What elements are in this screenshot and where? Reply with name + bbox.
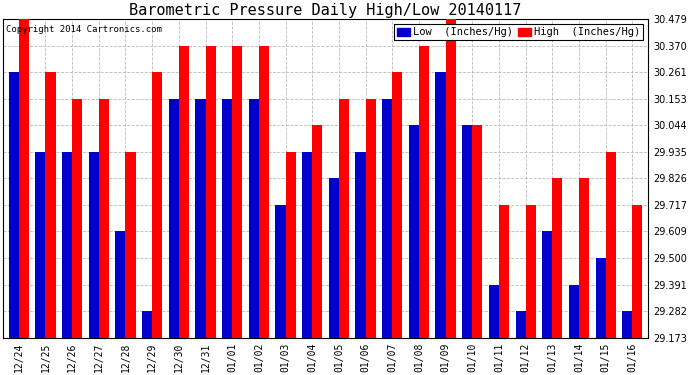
Title: Barometric Pressure Daily High/Low 20140117: Barometric Pressure Daily High/Low 20140… — [130, 3, 522, 18]
Bar — [179, 46, 189, 338]
Bar — [275, 205, 286, 338]
Bar — [169, 99, 179, 338]
Bar — [142, 311, 152, 338]
Bar — [552, 178, 562, 338]
Bar — [195, 99, 206, 338]
Bar — [408, 125, 419, 338]
Bar — [339, 99, 349, 338]
Bar — [606, 152, 615, 338]
Bar — [35, 152, 46, 338]
Bar — [435, 72, 446, 338]
Bar — [126, 152, 136, 338]
Bar — [286, 152, 296, 338]
Bar — [569, 285, 579, 338]
Bar — [302, 152, 313, 338]
Bar — [462, 125, 472, 338]
Bar — [446, 19, 456, 338]
Bar — [622, 311, 632, 338]
Bar — [355, 152, 366, 338]
Bar — [419, 46, 429, 338]
Bar — [9, 72, 19, 338]
Text: Copyright 2014 Cartronics.com: Copyright 2014 Cartronics.com — [6, 26, 162, 34]
Bar — [499, 205, 509, 338]
Bar — [472, 125, 482, 338]
Bar — [233, 46, 242, 338]
Bar — [392, 72, 402, 338]
Bar — [222, 99, 233, 338]
Bar — [259, 46, 269, 338]
Bar — [542, 231, 552, 338]
Bar — [632, 205, 642, 338]
Bar — [152, 72, 162, 338]
Bar — [382, 99, 392, 338]
Bar — [489, 285, 499, 338]
Bar — [72, 99, 82, 338]
Bar — [579, 178, 589, 338]
Bar — [526, 205, 535, 338]
Bar — [115, 231, 126, 338]
Bar — [248, 99, 259, 338]
Bar — [62, 152, 72, 338]
Bar — [366, 99, 376, 338]
Bar — [328, 178, 339, 338]
Bar — [595, 258, 606, 338]
Bar — [313, 125, 322, 338]
Bar — [515, 311, 526, 338]
Bar — [89, 152, 99, 338]
Bar — [99, 99, 109, 338]
Legend: Low  (Inches/Hg), High  (Inches/Hg): Low (Inches/Hg), High (Inches/Hg) — [394, 24, 643, 40]
Bar — [19, 19, 29, 338]
Bar — [206, 46, 216, 338]
Bar — [46, 72, 56, 338]
